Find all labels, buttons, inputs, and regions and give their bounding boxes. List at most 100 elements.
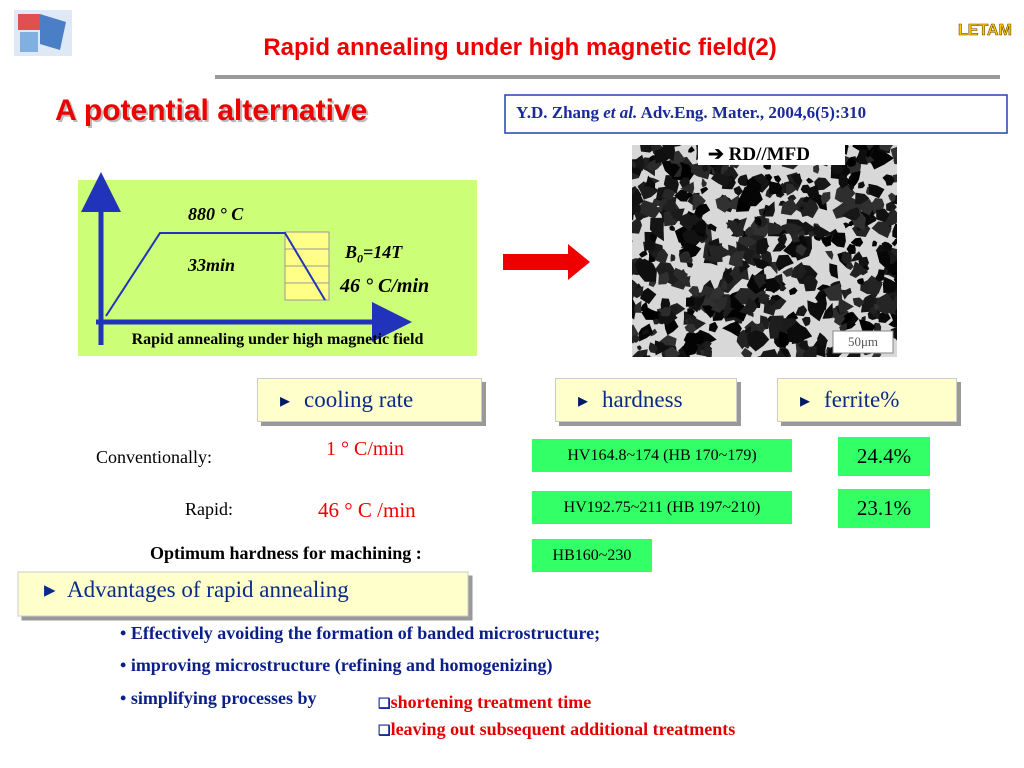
grain bbox=[754, 322, 765, 334]
advantages-heading: ▸ Advantages of rapid annealing bbox=[44, 577, 349, 602]
grain bbox=[725, 304, 748, 322]
optimum-label: Optimum hardness for machining : bbox=[150, 543, 422, 563]
grain bbox=[779, 285, 787, 292]
grain bbox=[661, 196, 677, 212]
grain bbox=[786, 223, 804, 234]
grain bbox=[632, 286, 644, 299]
grain bbox=[642, 355, 651, 357]
grain bbox=[882, 174, 895, 186]
grain bbox=[702, 162, 709, 172]
grain bbox=[891, 238, 897, 247]
grain bbox=[741, 347, 753, 357]
grain bbox=[661, 160, 680, 178]
grain bbox=[632, 202, 642, 215]
rate: 46 ° C/min bbox=[340, 275, 430, 297]
grain bbox=[820, 234, 833, 247]
grain bbox=[649, 155, 657, 164]
field-symbol: B bbox=[345, 242, 358, 262]
grain bbox=[772, 240, 787, 252]
grain bbox=[846, 243, 856, 255]
grain bbox=[875, 269, 885, 282]
grain bbox=[820, 191, 831, 205]
grain bbox=[873, 303, 879, 310]
grain bbox=[708, 321, 718, 333]
cooling-value: 1 ° C/min bbox=[326, 438, 405, 460]
row-label: Rapid: bbox=[185, 499, 233, 519]
grain bbox=[882, 208, 897, 226]
grain bbox=[632, 240, 633, 243]
grain bbox=[652, 318, 660, 325]
grain bbox=[752, 274, 767, 289]
annealing-profile bbox=[105, 232, 326, 317]
grain bbox=[746, 330, 770, 352]
grain bbox=[692, 192, 706, 211]
bullet: • improving microstructure (refining and… bbox=[120, 655, 553, 675]
grain bbox=[684, 324, 697, 334]
time: 33min bbox=[188, 255, 236, 275]
grain bbox=[806, 177, 814, 184]
bullet-text: improving microstructure (refining and h… bbox=[130, 655, 553, 675]
grain bbox=[728, 250, 746, 267]
grain bbox=[807, 300, 825, 322]
header-ferrite: ferrite% bbox=[777, 378, 957, 422]
grain bbox=[738, 186, 763, 207]
scale: 50μm bbox=[847, 334, 879, 349]
grain bbox=[764, 204, 772, 212]
grain bbox=[802, 196, 810, 203]
field-value: =14T bbox=[363, 242, 403, 262]
grain bbox=[843, 222, 851, 229]
grain bbox=[767, 222, 785, 236]
grain bbox=[850, 237, 864, 247]
grain bbox=[658, 271, 670, 285]
reference: Y.D. Zhang et al. Adv.Eng. Mater., 2004,… bbox=[516, 103, 866, 123]
grain bbox=[871, 221, 892, 239]
grain bbox=[639, 250, 648, 258]
cooling-value: 46 ° C /min bbox=[318, 498, 416, 522]
grain bbox=[662, 145, 675, 162]
field: B0=14T bbox=[345, 242, 402, 267]
direction-box bbox=[698, 143, 845, 165]
field-subscript: 0 bbox=[357, 251, 364, 266]
grain bbox=[660, 306, 671, 317]
optimum-value: HB160~230 bbox=[532, 539, 652, 572]
grain bbox=[633, 212, 646, 221]
ferrite-value: 24.4% bbox=[838, 437, 930, 476]
row-label: Conventionally: bbox=[96, 447, 212, 467]
bullet: • Effectively avoiding the formation of … bbox=[120, 623, 601, 643]
grain bbox=[722, 321, 742, 337]
grain bbox=[800, 184, 812, 194]
subtitle: A potential alternative bbox=[55, 94, 368, 127]
grain bbox=[814, 296, 827, 311]
grain bbox=[674, 189, 688, 202]
grain bbox=[839, 322, 847, 333]
grain bbox=[641, 329, 650, 335]
grain bbox=[813, 163, 820, 174]
grain bbox=[770, 261, 778, 275]
grain bbox=[849, 261, 866, 278]
grain bbox=[845, 262, 854, 270]
grain bbox=[847, 171, 861, 190]
grain bbox=[640, 287, 657, 305]
grain bbox=[680, 181, 695, 194]
grain bbox=[847, 185, 855, 191]
grain bbox=[632, 188, 644, 208]
grain bbox=[817, 332, 828, 347]
grain bbox=[694, 220, 706, 235]
grain bbox=[846, 156, 857, 168]
grain bbox=[846, 312, 859, 326]
grain bbox=[736, 241, 756, 263]
diagram-caption: Rapid annealing under high magnetic fiel… bbox=[131, 331, 424, 348]
grain bbox=[876, 208, 890, 223]
grain bbox=[632, 160, 636, 169]
grain bbox=[632, 271, 633, 276]
grain bbox=[634, 300, 642, 313]
grain bbox=[791, 262, 807, 280]
direction-text: RD//MFD bbox=[728, 144, 810, 165]
grain bbox=[882, 276, 897, 293]
grain bbox=[876, 250, 891, 272]
grain bbox=[715, 194, 733, 213]
grain bbox=[892, 223, 897, 239]
grain bbox=[868, 148, 894, 170]
grain bbox=[632, 349, 648, 357]
